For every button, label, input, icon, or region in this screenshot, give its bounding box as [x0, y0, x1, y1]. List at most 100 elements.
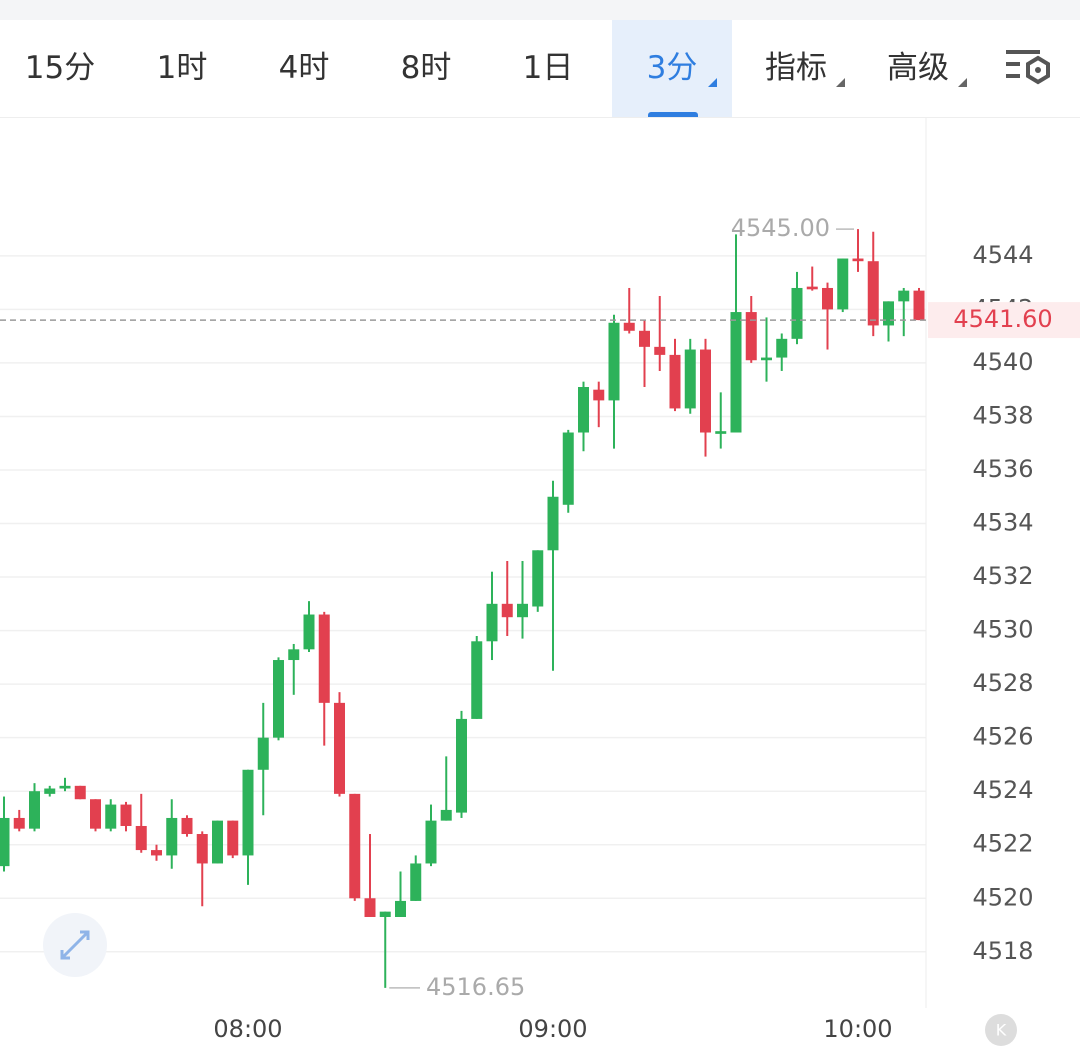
candle-body [410, 863, 422, 901]
candle-body [837, 258, 849, 310]
tab-label: 4时 [278, 50, 330, 86]
candle-body [471, 641, 483, 719]
candle-body [669, 354, 681, 409]
tab-label: 1日 [522, 50, 574, 86]
candle-body [74, 785, 86, 800]
tab[interactable]: 1时 [122, 20, 242, 117]
selected-indicator [648, 112, 698, 117]
y-tick-label: 4524 [972, 776, 1033, 804]
y-tick-label: 4534 [972, 509, 1033, 537]
y-tick-label: 4528 [972, 669, 1033, 697]
high-label: 4545.00 [731, 214, 830, 242]
candle-body [105, 804, 117, 829]
dropdown-arrow [958, 78, 967, 87]
tab[interactable]: 4时 [244, 20, 364, 117]
candle-body [90, 799, 101, 829]
candle-body [257, 737, 269, 770]
candle-body [776, 338, 788, 358]
x-tick-label: 08:00 [213, 1015, 282, 1043]
dropdown-arrow [708, 78, 717, 87]
candle-body [242, 769, 254, 856]
candle-body [806, 286, 818, 290]
candle-body [852, 258, 864, 262]
y-tick-label: 4532 [972, 562, 1033, 590]
tab-label: 高级 [887, 50, 949, 86]
low-label: 4516.65 [426, 973, 525, 1001]
k-button[interactable] [985, 1014, 1017, 1046]
tab-label: 3分 [646, 50, 698, 86]
settings-icon[interactable] [1004, 46, 1054, 90]
candle-body [318, 614, 330, 703]
candle-body [898, 290, 910, 302]
candle-body [913, 290, 925, 321]
candle-body [44, 788, 56, 794]
y-tick-label: 4520 [972, 883, 1033, 911]
candle-body [700, 349, 711, 433]
expand-icon [60, 930, 90, 960]
candle-body [59, 785, 71, 789]
y-tick-label: 4544 [972, 241, 1033, 269]
candle-body [745, 312, 757, 361]
y-tick-label: 4536 [972, 455, 1033, 483]
candle-body [135, 825, 147, 851]
candle-body [440, 809, 452, 821]
candle-body [227, 820, 239, 856]
y-tick-label: 4530 [972, 616, 1033, 644]
candle-body [303, 614, 315, 650]
tab[interactable]: 8时 [366, 20, 486, 117]
tab[interactable]: 15分 [0, 20, 120, 117]
candle-body [730, 312, 742, 433]
candle-body [532, 550, 544, 607]
candle-body [456, 718, 467, 813]
candle-body [593, 389, 605, 401]
candle-body [654, 346, 666, 355]
tab-label: 15分 [24, 50, 96, 86]
candle-body [288, 649, 300, 661]
candle-body [395, 900, 406, 917]
candle-body [151, 850, 162, 856]
candle-body [715, 431, 727, 434]
candle-body [623, 322, 635, 331]
candle-body [425, 820, 437, 864]
last-price-label: 4541.60 [953, 305, 1052, 333]
candle-body [883, 301, 894, 326]
candle-body [822, 287, 833, 310]
last-price-box [928, 302, 1080, 339]
tab[interactable]: 1日 [488, 20, 608, 117]
tab[interactable]: 高级 [858, 20, 978, 117]
candle-body [166, 817, 178, 856]
candle-body [501, 603, 513, 618]
candle-body [608, 322, 620, 401]
candle-body [578, 387, 589, 433]
y-tick-label: 4538 [972, 401, 1033, 429]
x-tick-label: 10:00 [823, 1015, 892, 1043]
tab-label: 指标 [765, 50, 827, 86]
tab[interactable]: 指标 [736, 20, 856, 117]
candle-body [0, 817, 10, 867]
candle-body [196, 834, 208, 864]
x-tick-label: 09:00 [518, 1015, 587, 1043]
candle-body [791, 287, 803, 339]
candle-body [379, 911, 391, 917]
candle-body [13, 817, 25, 829]
tab-label: 1时 [156, 50, 208, 86]
tab-label: 8时 [400, 50, 452, 86]
candle-body [29, 791, 40, 829]
candle-body [349, 793, 361, 899]
candle-body [517, 603, 528, 618]
y-tick-label: 4522 [972, 830, 1033, 858]
y-tick-label: 4526 [972, 723, 1033, 751]
dropdown-arrow [836, 78, 845, 87]
candle-body [562, 432, 574, 505]
candle-body [684, 349, 696, 409]
status-strip [0, 0, 1080, 20]
candle-body [212, 820, 223, 864]
candle-body [120, 804, 132, 826]
period-tabs: 15分 1时 4时 8时 1日 3分 指标 高级 [0, 20, 1080, 118]
tab-selected[interactable]: 3分 [612, 20, 732, 117]
k-icon: K [996, 1021, 1007, 1040]
candle-body [639, 330, 650, 347]
y-tick-label: 4518 [972, 937, 1033, 965]
candle-body [364, 898, 376, 917]
